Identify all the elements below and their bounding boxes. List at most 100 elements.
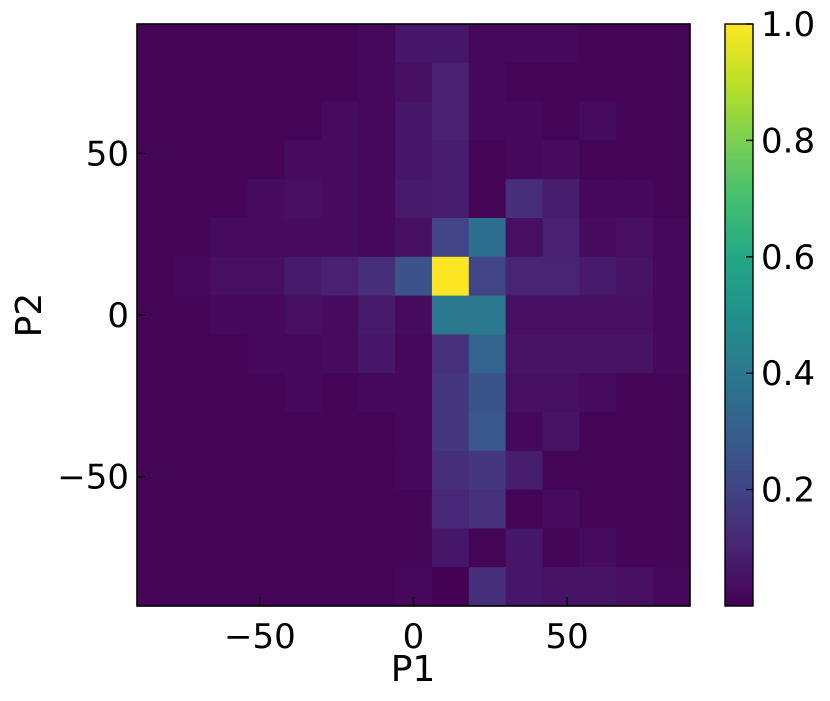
heatmap-cell (616, 567, 654, 607)
heatmap-cell (616, 140, 654, 180)
heatmap-cell (468, 412, 507, 452)
heatmap-cell (468, 373, 507, 413)
heatmap-cell (247, 179, 285, 219)
x-tick-label: −50 (224, 617, 296, 657)
heatmap-cell (284, 528, 322, 568)
heatmap-cell (579, 489, 617, 529)
heatmap-cell (579, 528, 617, 568)
heatmap-cell (284, 256, 322, 297)
heatmap-cell (653, 528, 691, 568)
heatmap-cell (468, 489, 507, 529)
heatmap-cell (358, 179, 396, 219)
heatmap-cell (173, 528, 212, 568)
heatmap-cell (468, 218, 507, 258)
heatmap-cell (653, 489, 691, 529)
heatmap-cell (616, 62, 654, 103)
heatmap-cell (247, 412, 285, 452)
heatmap-cell (137, 334, 175, 374)
heatmap-cell (505, 101, 544, 141)
heatmap-cell (210, 489, 249, 529)
heatmap-cell (395, 295, 433, 335)
heatmap-cell (173, 489, 212, 529)
heatmap-cells (137, 24, 691, 607)
colorbar-tick-label: 0.8 (761, 121, 815, 161)
heatmap-cell (505, 334, 544, 374)
heatmap-cell (579, 140, 617, 180)
heatmap-cell (210, 256, 249, 297)
heatmap-cell (468, 101, 507, 141)
heatmap-cell (358, 140, 396, 180)
heatmap-cell (395, 450, 433, 491)
heatmap-cell (431, 101, 470, 141)
heatmap-cell (616, 412, 654, 452)
heatmap-cell (137, 489, 175, 529)
heatmap-cell (247, 24, 285, 64)
heatmap-cell (284, 62, 322, 103)
heatmap-cell (542, 256, 580, 297)
heatmap-cell (653, 567, 691, 607)
heatmap-cell (173, 140, 212, 180)
heatmap-cell (579, 295, 617, 335)
heatmap-cell (137, 62, 175, 103)
heatmap-cell (247, 140, 285, 180)
y-axis-ticks: −50 0 50 (57, 134, 146, 498)
heatmap-cell (284, 373, 322, 413)
heatmap-cell (173, 412, 212, 452)
heatmap-cell (616, 179, 654, 219)
heatmap-cell (653, 101, 691, 141)
heatmap-cell (284, 295, 322, 335)
heatmap-cell (210, 62, 249, 103)
heatmap-cell (431, 295, 470, 335)
heatmap-cell (395, 101, 433, 141)
heatmap-cell (395, 528, 433, 568)
heatmap-cell (210, 412, 249, 452)
heatmap-cell (579, 567, 617, 607)
heatmap-cell (173, 62, 212, 103)
heatmap-cell (653, 24, 691, 64)
heatmap-cell (137, 528, 175, 568)
heatmap-cell (284, 334, 322, 374)
heatmap-cell (358, 528, 396, 568)
heatmap-cell (505, 295, 544, 335)
colorbar-tick-label: 0.2 (761, 471, 815, 511)
heatmap-cell (653, 256, 691, 297)
heatmap-cell (137, 140, 175, 180)
heatmap-cell (284, 218, 322, 258)
heatmap-cell (653, 62, 691, 103)
heatmap-cell (321, 179, 359, 219)
heatmap-cell (137, 256, 175, 297)
heatmap-cell (468, 295, 507, 335)
heatmap-cell (247, 101, 285, 141)
heatmap-cell (505, 218, 544, 258)
heatmap-cell (321, 528, 359, 568)
heatmap-cell (542, 179, 580, 219)
heatmap-cell (653, 179, 691, 219)
heatmap-cell (173, 24, 212, 64)
heatmap-cell (505, 140, 544, 180)
heatmap-cell (579, 373, 617, 413)
heatmap-cell (431, 528, 470, 568)
x-axis-label: P1 (391, 649, 436, 690)
heatmap-cell (579, 334, 617, 374)
heatmap-cell (616, 489, 654, 529)
colorbar-tick-label: 1.0 (761, 5, 815, 45)
y-tick-label: 0 (107, 296, 129, 336)
heatmap-cell (358, 218, 396, 258)
heatmap-cell (210, 450, 249, 491)
heatmap-cell (210, 140, 249, 180)
heatmap-cell (395, 373, 433, 413)
heatmap-cell (468, 140, 507, 180)
heatmap-cell (321, 295, 359, 335)
heatmap-cell (284, 24, 322, 64)
heatmap-cell (579, 62, 617, 103)
heatmap-cell (653, 450, 691, 491)
heatmap-cell (542, 218, 580, 258)
heatmap-cell (321, 489, 359, 529)
heatmap-cell (210, 528, 249, 568)
heatmap-cell (321, 24, 359, 64)
heatmap-cell (653, 295, 691, 335)
colorbar-tick-label: 0.6 (761, 238, 815, 278)
heatmap-cell (321, 373, 359, 413)
heatmap-cell (505, 179, 544, 219)
